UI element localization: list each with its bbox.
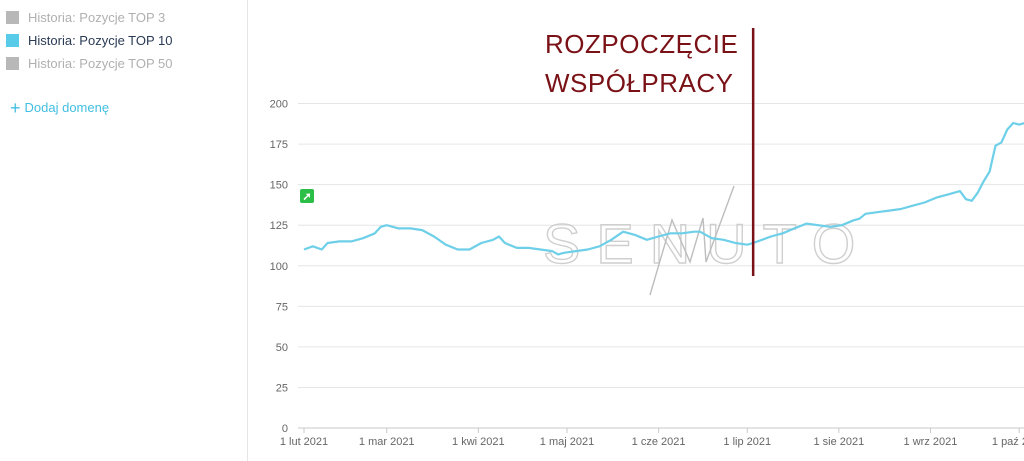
- legend-sidebar: Historia: Pozycje TOP 3 Historia: Pozycj…: [0, 0, 248, 461]
- legend-item-top50[interactable]: Historia: Pozycje TOP 50: [6, 55, 173, 71]
- series-layer: [303, 121, 1024, 256]
- series-start-marker: ➚: [300, 189, 314, 203]
- start-badge-arrow-icon: ➚: [302, 191, 311, 203]
- y-tick-label-25: 25: [276, 382, 288, 394]
- x-axis-labels: 1 lut 2021 1 mar 2021 1 kwi 2021 1 maj 2021…: [280, 428, 1024, 448]
- legend-item-top3[interactable]: Historia: Pozycje TOP 3: [6, 9, 165, 25]
- x-tick-label-6: 1 sie 2021: [813, 436, 864, 448]
- legend-swatch-top50: [6, 56, 19, 70]
- watermark-text: SENUTO: [543, 212, 871, 275]
- watermark-logo-mark: [649, 185, 735, 296]
- y-axis-labels: 0 25 50 75 100 125 150 175 200: [270, 99, 288, 436]
- legend-swatch-top3: [6, 10, 19, 24]
- annotation-layer: ROZPOCZĘCIE WSPÓŁPRACY: [545, 28, 755, 276]
- annotation-text-line2: WSPÓŁPRACY: [545, 68, 734, 98]
- chart-grid: [298, 103, 1024, 429]
- y-tick-label-200: 200: [270, 99, 288, 111]
- x-tick-label-1: 1 mar 2021: [359, 436, 415, 448]
- add-domain-label: Dodaj domenę: [24, 100, 110, 115]
- start-badge: [300, 189, 314, 203]
- watermark: SENUTO: [542, 185, 871, 296]
- y-tick-label-75: 75: [276, 301, 288, 313]
- x-tick-label-7: 1 wrz 2021: [904, 436, 958, 448]
- y-tick-label-125: 125: [270, 220, 288, 232]
- legend-swatch-top10: [6, 33, 19, 47]
- legend-label-top50: Historia: Pozycje TOP 50: [28, 55, 173, 71]
- y-tick-label-50: 50: [276, 342, 288, 354]
- x-tick-label-2: 1 kwi 2021: [452, 436, 505, 448]
- plus-icon: +: [10, 97, 21, 118]
- legend-label-top3: Historia: Pozycje TOP 3: [28, 9, 166, 25]
- annotation-text-line1: ROZPOCZĘCIE: [545, 29, 738, 59]
- series-line-0: [303, 121, 1024, 256]
- x-tick-label-3: 1 maj 2021: [540, 436, 594, 448]
- x-tick-label-8: 1 paź 2021: [992, 436, 1024, 448]
- y-tick-label-100: 100: [270, 261, 288, 273]
- y-tick-label-175: 175: [270, 139, 288, 151]
- x-tick-label-5: 1 lip 2021: [723, 436, 771, 448]
- legend-item-top10[interactable]: Historia: Pozycje TOP 10: [6, 32, 173, 48]
- y-tick-label-150: 150: [270, 180, 288, 192]
- x-tick-label-0: 1 lut 2021: [280, 436, 328, 448]
- y-tick-label-0: 0: [282, 423, 288, 435]
- legend-label-top10: Historia: Pozycje TOP 10: [28, 32, 173, 48]
- x-tick-label-4: 1 cze 2021: [632, 436, 686, 448]
- add-domain-button[interactable]: + Dodaj domenę: [10, 97, 110, 118]
